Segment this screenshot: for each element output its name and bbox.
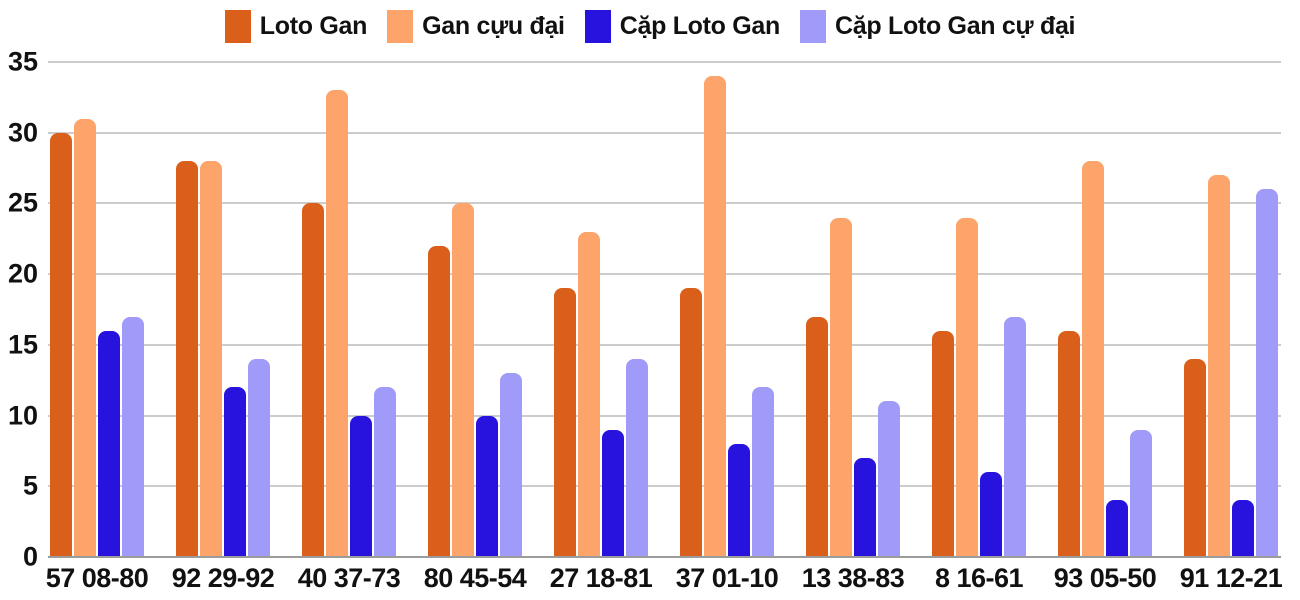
legend-swatch-icon: [584, 10, 611, 43]
y-axis-tick-label: 30: [7, 117, 38, 148]
bar-group: [1168, 62, 1294, 557]
bar[interactable]: [1130, 429, 1152, 557]
gridline: [48, 414, 1281, 417]
x-axis-category-label: 80 45-54: [423, 563, 527, 593]
x-axis-category-label: 91 12-21: [1179, 563, 1283, 593]
y-axis-tick-label: 25: [7, 187, 38, 218]
bar[interactable]: [176, 161, 198, 557]
bar[interactable]: [374, 387, 396, 557]
x-axis-category-label: 13 38-83: [801, 563, 905, 593]
legend-swatch-icon: [387, 10, 414, 43]
bar[interactable]: [248, 359, 270, 557]
bar[interactable]: [980, 472, 1002, 557]
legend-swatch-icon: [800, 10, 826, 43]
gridline: [48, 61, 1281, 63]
legend-label: Gan cựu đại: [422, 12, 565, 40]
bar[interactable]: [122, 316, 144, 557]
bar[interactable]: [74, 118, 96, 557]
legend-label: Cặp Loto Gan cự đại: [835, 12, 1076, 40]
bar[interactable]: [98, 330, 120, 557]
x-axis-category-label: 40 37-73: [297, 563, 401, 593]
bar-group: [286, 62, 412, 557]
x-axis-category-label: 8 16-61: [934, 563, 1024, 593]
y-axis-tick-label: 0: [22, 541, 38, 572]
bar-group: [412, 62, 538, 557]
bar[interactable]: [476, 415, 498, 557]
legend-item-cap-loto-gan-cu-dai[interactable]: Cặp Loto Gan cự đại: [800, 10, 1076, 43]
bar[interactable]: [1232, 500, 1254, 557]
x-axis-category-label: 93 05-50: [1053, 563, 1157, 593]
bar[interactable]: [728, 443, 750, 557]
bar[interactable]: [50, 132, 72, 557]
bar-group: [1042, 62, 1168, 557]
bar[interactable]: [326, 90, 348, 557]
bar[interactable]: [224, 387, 246, 557]
bar-group: [664, 62, 790, 557]
legend-label: Cặp Loto Gan: [619, 12, 781, 40]
gridline: [48, 202, 1281, 205]
bar[interactable]: [350, 415, 372, 557]
legend-swatch-icon: [224, 10, 251, 43]
bar[interactable]: [1106, 500, 1128, 557]
legend-item-gan-cuu-dai[interactable]: Gan cựu đại: [387, 10, 565, 43]
bar[interactable]: [932, 330, 954, 557]
x-axis-line: [48, 556, 1281, 558]
bar[interactable]: [1184, 359, 1206, 557]
bar[interactable]: [1208, 175, 1230, 557]
bar[interactable]: [956, 217, 978, 557]
bar[interactable]: [428, 245, 450, 557]
bar[interactable]: [878, 401, 900, 557]
bar[interactable]: [1004, 316, 1026, 557]
legend-item-loto-gan[interactable]: Loto Gan: [224, 10, 368, 43]
bars-layer: [34, 62, 1294, 557]
bar[interactable]: [626, 359, 648, 557]
bar[interactable]: [200, 161, 222, 557]
x-axis-category-label: 92 29-92: [171, 563, 275, 593]
bar-group: [916, 62, 1042, 557]
bar[interactable]: [1058, 330, 1080, 557]
x-axis-category-label: 27 18-81: [549, 563, 653, 593]
bar-group: [790, 62, 916, 557]
plot-area: 0 5 10 15 20 25 30 35 57 08-80 92 29-92 40 37-73 8…: [8, 48, 1283, 592]
bar[interactable]: [554, 288, 576, 557]
bar[interactable]: [578, 231, 600, 557]
gridline: [48, 273, 1281, 276]
gridline: [48, 131, 1281, 134]
x-axis-category-label: 57 08-80: [45, 563, 149, 593]
bar[interactable]: [752, 387, 774, 557]
bar[interactable]: [302, 203, 324, 557]
x-axis-category-label: 37 01-10: [675, 563, 779, 593]
y-axis-tick-label: 35: [7, 46, 38, 77]
legend: Loto Gan Gan cựu đại Cặp Loto Gan Cặp Lo…: [0, 10, 1300, 43]
legend-item-cap-loto-gan[interactable]: Cặp Loto Gan: [584, 10, 781, 43]
x-axis-labels: 57 08-80 92 29-92 40 37-73 80 45-54 27 18-81…: [34, 565, 1294, 592]
legend-label: Loto Gan: [259, 12, 368, 40]
y-axis-tick-label: 15: [7, 329, 38, 360]
bar[interactable]: [830, 217, 852, 557]
gridline: [48, 343, 1281, 346]
bar[interactable]: [704, 76, 726, 557]
bar[interactable]: [806, 316, 828, 557]
bar-group: [538, 62, 664, 557]
bar[interactable]: [854, 458, 876, 557]
bar[interactable]: [1082, 161, 1104, 557]
y-axis-tick-label: 5: [22, 470, 38, 501]
bar[interactable]: [680, 288, 702, 557]
bar-group: [160, 62, 286, 557]
bar[interactable]: [500, 373, 522, 557]
y-axis-tick-label: 10: [7, 400, 38, 431]
bar-group: [34, 62, 160, 557]
gridline: [48, 485, 1281, 488]
bar[interactable]: [452, 203, 474, 557]
bar[interactable]: [602, 429, 624, 557]
y-axis-tick-label: 20: [7, 258, 38, 289]
bar[interactable]: [1256, 189, 1278, 557]
